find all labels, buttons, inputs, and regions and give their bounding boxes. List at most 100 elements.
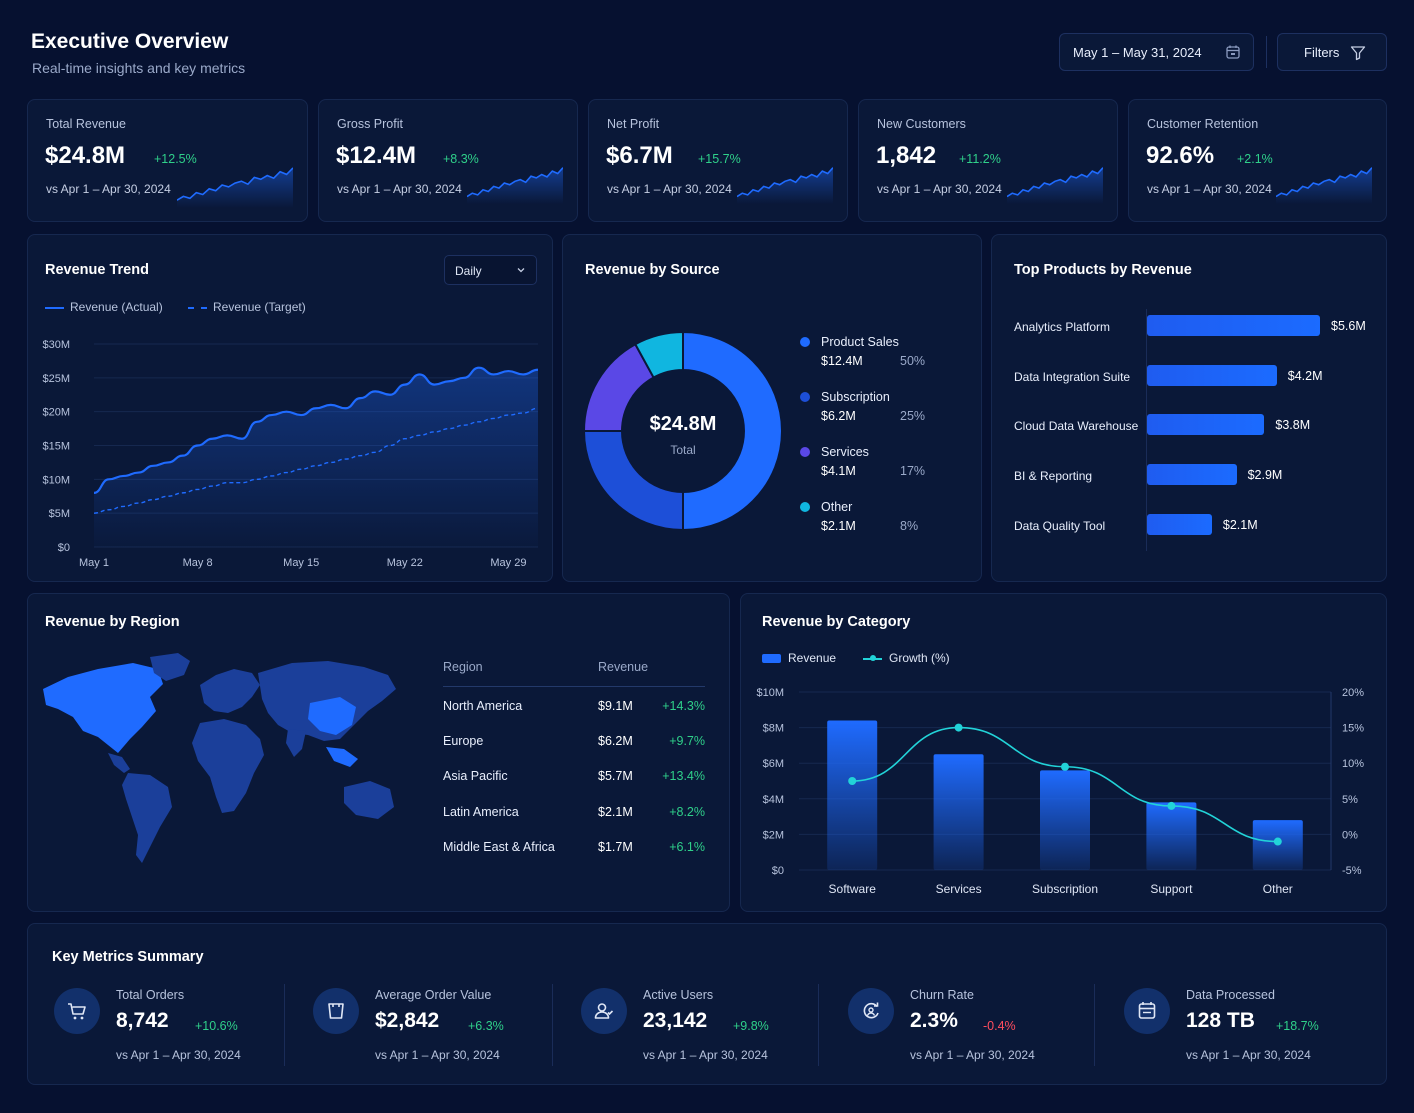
kpi-value: 92.6% xyxy=(1146,142,1215,169)
y2-tick-label: 5% xyxy=(1342,794,1358,806)
granularity-select[interactable]: Daily xyxy=(444,255,537,285)
kpi-card-customer-retention[interactable]: Customer Retention 92.6% +2.1% vs Apr 1 … xyxy=(1128,99,1387,222)
metric-data-processed[interactable]: Data Processed 128 TB +18.7% vs Apr 1 – … xyxy=(1124,982,1354,1072)
y-tick-label: $30M xyxy=(42,339,70,351)
category-bar xyxy=(1040,770,1090,870)
donut-total-value: $24.8M xyxy=(649,413,717,435)
kpi-label: New Customers xyxy=(877,117,966,131)
kpi-compare: vs Apr 1 – Apr 30, 2024 xyxy=(337,182,462,196)
product-value: $5.6M xyxy=(1331,319,1366,333)
growth-point xyxy=(1273,837,1282,846)
granularity-value: Daily xyxy=(455,264,482,278)
growth-point xyxy=(954,723,963,732)
metric-divider xyxy=(552,984,553,1066)
y-tick-label: $0 xyxy=(58,542,70,554)
x-tick-label: May 29 xyxy=(490,557,526,569)
kpi-compare: vs Apr 1 – Apr 30, 2024 xyxy=(46,182,171,196)
chevron-down-icon xyxy=(517,268,525,273)
churn-icon xyxy=(848,988,894,1034)
actual-area xyxy=(94,367,538,547)
page-title: Executive Overview xyxy=(31,30,229,53)
product-name: BI & Reporting xyxy=(1014,469,1093,483)
product-bar[interactable] xyxy=(1147,464,1237,485)
y-tick-label: $10M xyxy=(42,474,70,486)
legend-revenue: Revenue xyxy=(762,651,836,665)
x-tick-label: Support xyxy=(1150,882,1193,896)
y-tick-label: $4M xyxy=(763,794,784,806)
legend-target: Revenue (Target) xyxy=(188,300,306,314)
map-southeast-asia xyxy=(326,747,358,767)
x-tick-label: May 1 xyxy=(79,557,109,569)
product-value: $2.1M xyxy=(1222,518,1258,532)
y-tick-label: $0 xyxy=(772,865,784,877)
y2-tick-label: 0% xyxy=(1342,829,1358,841)
kpi-sparkline xyxy=(737,167,833,204)
kpi-card-gross-profit[interactable]: Gross Profit $12.4M +8.3% vs Apr 1 – Apr… xyxy=(318,99,578,222)
map-europe xyxy=(200,669,260,713)
metric-divider xyxy=(818,984,819,1066)
product-bar[interactable] xyxy=(1147,365,1277,386)
table-row[interactable]: Middle East & Africa $1.7M +6.1% xyxy=(443,840,705,854)
x-tick-label: Software xyxy=(829,882,877,896)
card-title: Revenue by Category xyxy=(762,614,911,630)
kpi-change: +12.5% xyxy=(154,152,197,166)
col-header-revenue: Revenue xyxy=(598,660,649,674)
category-bar xyxy=(933,754,984,870)
calendar-icon xyxy=(1226,45,1240,59)
table-row[interactable]: North America $9.1M +14.3% xyxy=(443,699,705,713)
kpi-value: $24.8M xyxy=(45,142,126,169)
product-bar[interactable] xyxy=(1147,315,1320,336)
legend-actual: Revenue (Actual) xyxy=(45,300,163,314)
sparkline-line xyxy=(467,167,563,198)
date-range-picker[interactable]: May 1 – May 31, 2024 xyxy=(1059,33,1254,71)
growth-point xyxy=(1061,762,1069,771)
kpi-card-new-customers[interactable]: New Customers 1,842 +11.2% vs Apr 1 – Ap… xyxy=(858,99,1118,222)
kpi-change: +15.7% xyxy=(698,152,741,166)
map-africa xyxy=(192,719,264,813)
kpi-sparkline xyxy=(177,167,293,208)
product-bar[interactable] xyxy=(1147,514,1212,535)
x-tick-label: May 8 xyxy=(183,557,213,569)
map-south-america xyxy=(122,773,172,863)
metric-churn-rate[interactable]: Churn Rate 2.3% -0.4% vs Apr 1 – Apr 30,… xyxy=(848,982,1078,1072)
table-row[interactable]: Asia Pacific $5.7M +13.4% xyxy=(443,769,705,783)
metric-divider xyxy=(284,984,285,1066)
kpi-card-net-profit[interactable]: Net Profit $6.7M +15.7% vs Apr 1 – Apr 3… xyxy=(588,99,848,222)
metric-active-users[interactable]: Active Users 23,142 +9.8% vs Apr 1 – Apr… xyxy=(581,982,811,1072)
metric-total-orders[interactable]: Total Orders 8,742 +10.6% vs Apr 1 – Apr… xyxy=(54,982,284,1072)
sparkline-line xyxy=(737,167,833,198)
revenue-source-card: Revenue by Source $24.8M Total Product S… xyxy=(562,234,982,582)
kpi-card-total-revenue[interactable]: Total Revenue $24.8M +12.5% vs Apr 1 – A… xyxy=(27,99,308,222)
kpi-label: Net Profit xyxy=(607,117,660,131)
page-subtitle: Real-time insights and key metrics xyxy=(32,60,246,76)
table-row[interactable]: Europe $6.2M +9.7% xyxy=(443,734,705,748)
product-value: $3.8M xyxy=(1275,418,1311,432)
y-tick-label: $8M xyxy=(763,723,784,735)
col-header-region: Region xyxy=(443,660,483,674)
revenue-category-chart: $0 $2M $4M $6M $8M $10M -5% 0% 5% 10% 15% 20% Softwa… xyxy=(756,687,1364,896)
date-range-label: May 1 – May 31, 2024 xyxy=(1073,44,1202,60)
sparkline-area xyxy=(737,167,833,204)
map-north-america xyxy=(43,663,163,753)
y-tick-label: $20M xyxy=(42,407,70,419)
kpi-change: +2.1% xyxy=(1237,152,1273,166)
sparkline-area xyxy=(177,167,293,208)
cart-icon xyxy=(54,988,100,1034)
sparkline-line xyxy=(1276,167,1372,198)
card-title: Revenue by Region xyxy=(45,614,180,630)
actual-series-line xyxy=(93,366,539,494)
product-bar[interactable] xyxy=(1147,414,1265,435)
metric-average-order-value[interactable]: Average Order Value $2,842 +6.3% vs Apr … xyxy=(313,982,543,1072)
top-products-card: Top Products by Revenue Analytics Platfo… xyxy=(991,234,1387,582)
bag-icon xyxy=(313,988,359,1034)
kpi-sparkline xyxy=(467,167,563,204)
world-map[interactable] xyxy=(38,649,408,869)
kpi-label: Customer Retention xyxy=(1147,117,1259,131)
card-title: Top Products by Revenue xyxy=(1014,262,1192,278)
card-title: Revenue by Source xyxy=(585,262,720,278)
map-central-america xyxy=(108,753,130,773)
filters-button[interactable]: Filters xyxy=(1277,33,1387,71)
table-row[interactable]: Latin America $2.1M +8.2% xyxy=(443,805,705,819)
kpi-value: $6.7M xyxy=(606,142,673,169)
kpi-compare: vs Apr 1 – Apr 30, 2024 xyxy=(877,182,1002,196)
